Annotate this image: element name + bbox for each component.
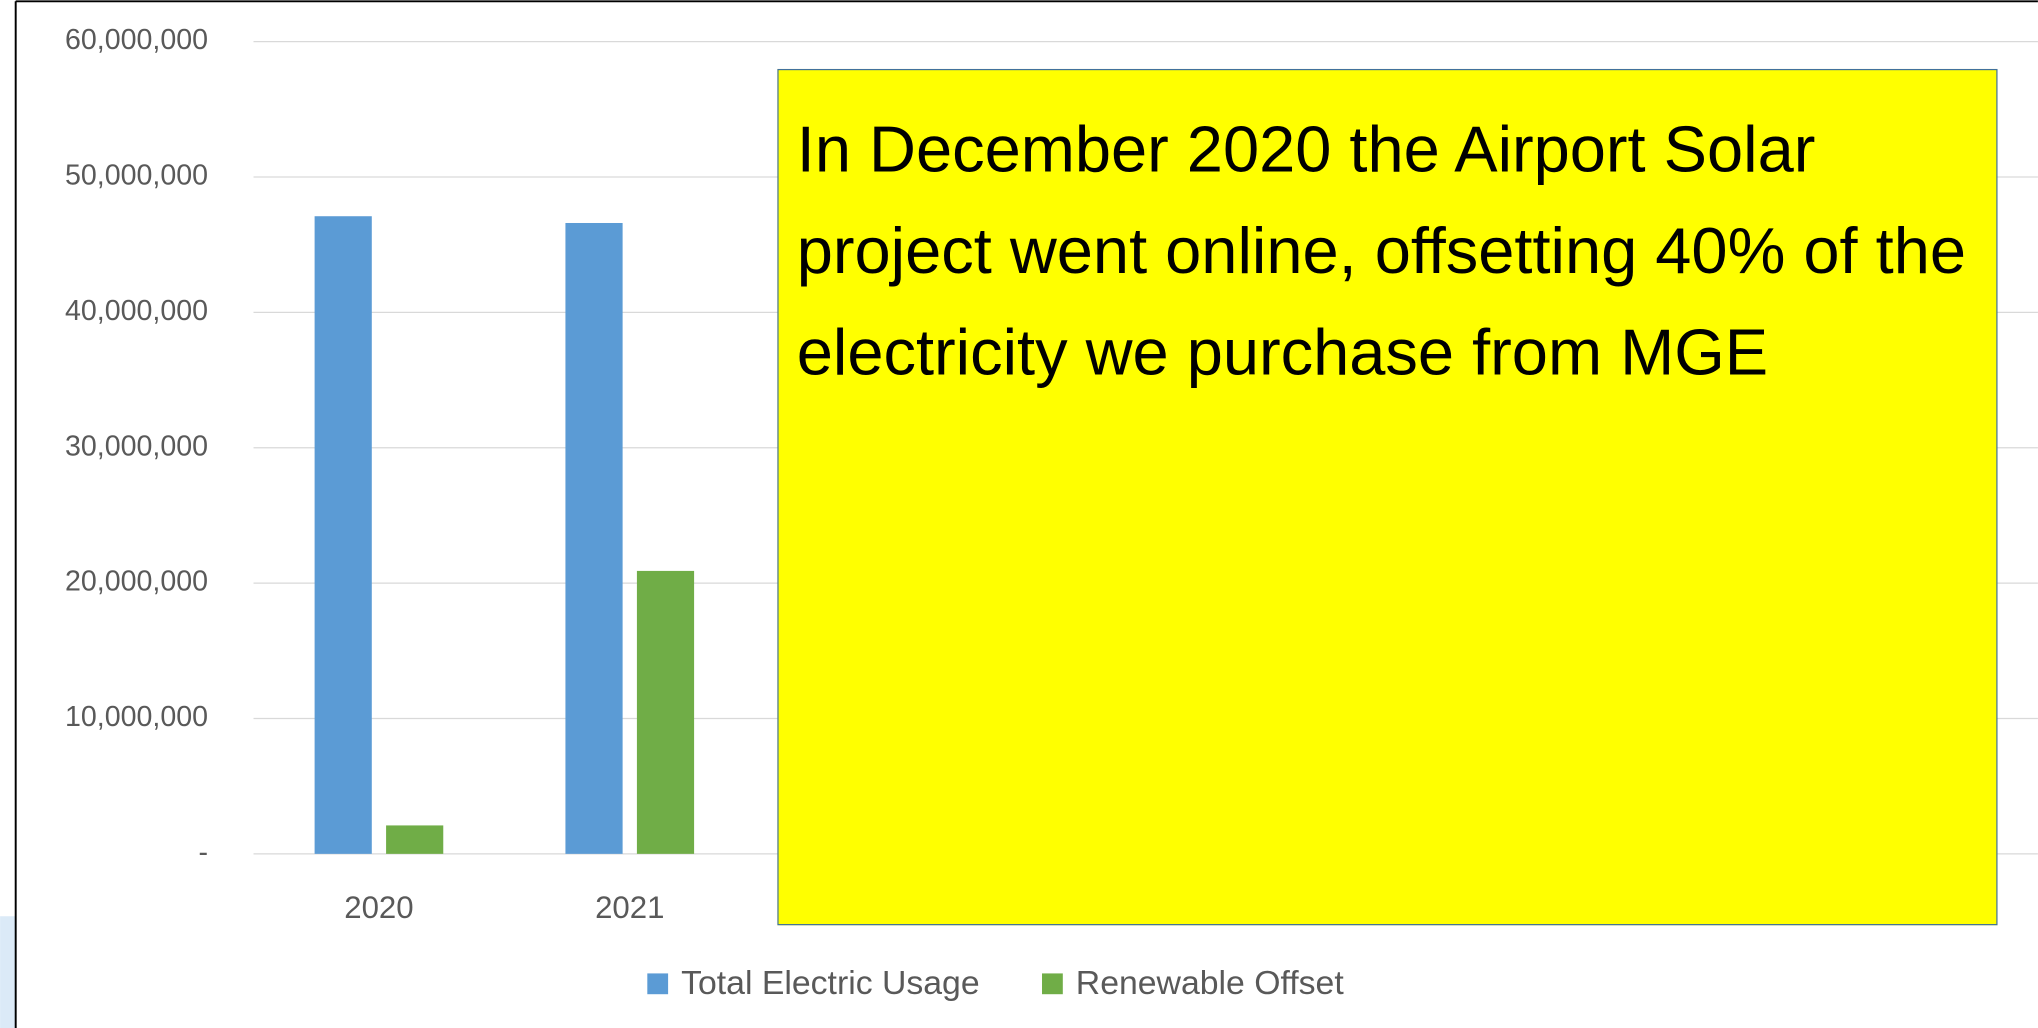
y-tick-label: -	[199, 836, 209, 868]
annotation-box: In December 2020 the Airport Solar proje…	[777, 68, 1998, 926]
bar	[636, 570, 695, 854]
bar	[565, 222, 623, 854]
y-tick-label: 60,000,000	[65, 24, 208, 56]
y-tick-label: 40,000,000	[65, 295, 208, 327]
bar	[386, 825, 444, 854]
side-decoration	[0, 916, 16, 1028]
annotation: In December 2020 the Airport Solar proje…	[777, 68, 1998, 926]
legend-swatch	[1042, 973, 1063, 995]
y-tick-label: 50,000,000	[65, 160, 208, 192]
bars	[314, 216, 695, 854]
bar	[314, 216, 372, 854]
x-tick-label: 2021	[595, 890, 664, 925]
y-tick-label: 30,000,000	[65, 430, 208, 462]
legend-swatch	[647, 973, 669, 995]
y-tick-label: 10,000,000	[65, 701, 208, 733]
legend-label: Renewable Offset	[1076, 964, 1345, 1002]
y-tick-label: 20,000,000	[65, 566, 208, 598]
x-tick-label: 2020	[344, 890, 413, 925]
legend-label: Total Electric Usage	[681, 964, 980, 1002]
